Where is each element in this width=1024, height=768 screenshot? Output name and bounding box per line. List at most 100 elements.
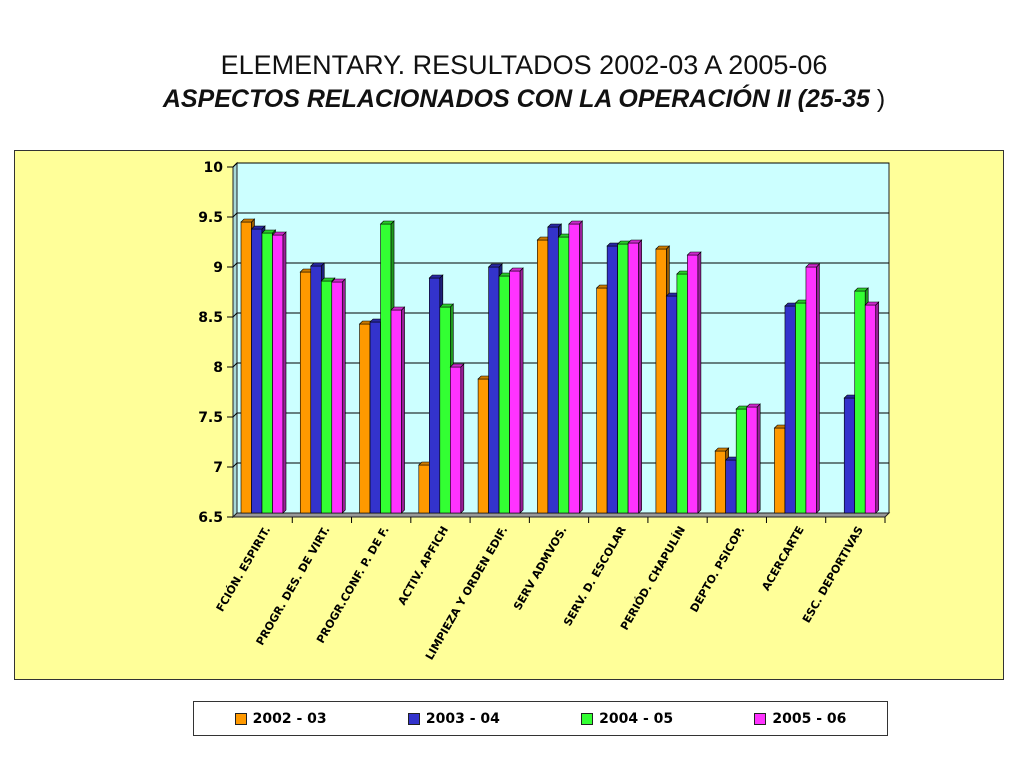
- bar: [331, 281, 343, 514]
- chart-panel: 6.5 7 7.5 8 8.5 9 9.5 10 FCIÓN. ESPIRIT. PROGR. D…: [14, 150, 1004, 680]
- bar: [509, 270, 521, 514]
- bar-side: [756, 403, 761, 514]
- gridline-side: [232, 362, 238, 368]
- bar: [498, 275, 510, 514]
- y-tick-label: 8.5: [198, 310, 223, 326]
- bar-top: [487, 263, 503, 268]
- legend-label: 2005 - 06: [772, 710, 847, 727]
- bar: [666, 295, 678, 514]
- bar: [627, 242, 639, 514]
- bar-top: [864, 301, 880, 306]
- legend-label: 2002 - 03: [252, 710, 327, 727]
- bar: [320, 280, 333, 514]
- bar: [477, 378, 489, 514]
- bar: [606, 245, 618, 514]
- bar: [687, 254, 699, 514]
- legend-swatch: [754, 712, 767, 725]
- bar: [390, 309, 402, 514]
- bar: [805, 266, 817, 514]
- bar-top: [250, 225, 266, 230]
- y-tick-label: 7: [213, 460, 223, 476]
- bar: [251, 228, 263, 514]
- legend-item: 2002 - 03: [234, 710, 327, 727]
- plot-floor: [231, 512, 891, 518]
- legend-item: 2004 - 05: [581, 711, 673, 727]
- bar: [725, 459, 737, 514]
- bar: [617, 243, 629, 514]
- bar: [746, 406, 758, 514]
- bar: [558, 236, 570, 514]
- bar-top: [547, 223, 563, 228]
- x-tick-label: FCIÓN. ESPIRIT.: [214, 524, 273, 614]
- bar-top: [449, 363, 465, 368]
- legend-item: 2005 - 06: [754, 711, 846, 727]
- legend-swatch: [234, 712, 247, 725]
- legend-swatch: [407, 712, 420, 725]
- bar: [261, 232, 273, 514]
- bar-top: [240, 218, 256, 223]
- bar-top: [686, 251, 702, 256]
- bar-top: [655, 245, 671, 250]
- y-tick-label: 10: [204, 160, 224, 176]
- bar: [676, 273, 688, 514]
- x-tick-label: ACTIV. APFICH: [395, 524, 451, 607]
- bar: [714, 450, 726, 514]
- bar-top: [261, 229, 277, 234]
- bar-side: [697, 251, 702, 514]
- bar-top: [568, 220, 584, 225]
- bar: [864, 304, 877, 514]
- bar: [854, 290, 866, 514]
- bar-top: [310, 262, 325, 267]
- y-tick-label: 6.5: [198, 510, 223, 526]
- bar-side: [579, 220, 583, 514]
- bar: [310, 265, 322, 514]
- bar: [272, 234, 284, 514]
- bar-top: [390, 306, 406, 311]
- bar-top: [508, 267, 524, 272]
- chart-subtitle-bold: ASPECTOS RELACIONADOS CON LA OPERACIÓN I…: [162, 85, 877, 113]
- x-tick-label: ACERCARTE: [759, 524, 806, 593]
- bar-side: [519, 267, 524, 514]
- bar: [299, 271, 312, 514]
- bar-side: [460, 363, 465, 514]
- x-tick-label: DEPTO. PSICOP.: [688, 524, 748, 615]
- gridline-side: [232, 412, 238, 418]
- bar: [547, 226, 559, 514]
- bar-top: [745, 403, 761, 408]
- bar-top: [439, 303, 455, 308]
- bar: [655, 248, 667, 514]
- legend-swatch: [581, 712, 594, 725]
- bar-side: [638, 239, 642, 514]
- x-tick-label: SERV. D. ESCOLAR: [561, 524, 629, 629]
- bar-side: [816, 263, 820, 514]
- bar: [380, 223, 392, 514]
- bar-top: [714, 447, 730, 452]
- gridline-side: [232, 262, 238, 268]
- x-tick-label: ESC. DEPORTIVAS: [800, 524, 866, 625]
- bar-side: [875, 301, 880, 514]
- bar-side: [401, 306, 405, 514]
- bar-top: [379, 220, 395, 225]
- bar-top: [331, 278, 346, 283]
- chart-subtitle-paren: ): [876, 85, 886, 113]
- bar: [795, 302, 807, 514]
- y-tick-label: 7.5: [198, 410, 223, 426]
- chart-legend: 2002 - 03 2003 - 04 2004 - 05 2005 - 06: [193, 701, 888, 736]
- x-tick-label: PERIÓD. CHAPULÍN: [618, 524, 688, 632]
- gridline-side: [232, 312, 238, 318]
- bar: [429, 277, 441, 514]
- bar: [596, 287, 608, 514]
- bar: [735, 408, 747, 514]
- bar-top: [805, 263, 821, 268]
- bar-top: [320, 277, 336, 282]
- bar: [450, 366, 462, 514]
- chart-subtitle: ASPECTOS RELACIONADOS CON LA OPERACIÓN I…: [0, 85, 1024, 114]
- legend-label: 2003 - 04: [425, 710, 500, 727]
- legend-item: 2003 - 04: [407, 710, 500, 727]
- bar: [774, 427, 786, 514]
- bar: [369, 321, 381, 514]
- bar: [439, 306, 451, 514]
- y-tick-label: 9.5: [198, 210, 223, 226]
- legend-label: 2004 - 05: [599, 710, 674, 727]
- x-tick-label: SERV ADMVOS.: [511, 524, 570, 612]
